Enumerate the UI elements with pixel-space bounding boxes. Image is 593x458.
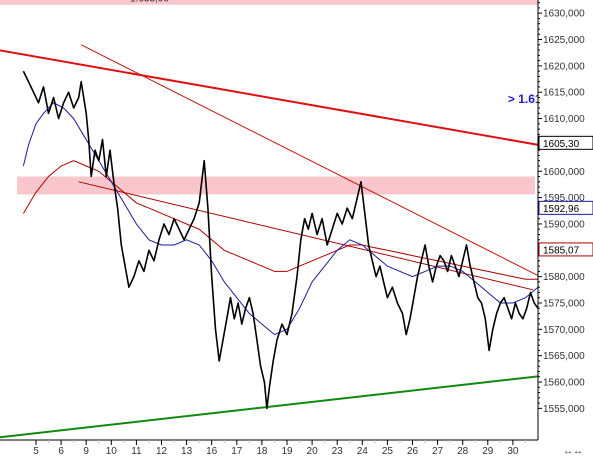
last-value-tag — [538, 135, 593, 150]
y-tick-label: 1630,000 — [543, 9, 585, 20]
y-tick-label: 1565,000 — [543, 351, 585, 362]
x-tick-label: 5 — [33, 446, 39, 457]
svg-text:↔↔: ↔↔ — [563, 446, 583, 457]
x-tick-label: 30 — [507, 446, 519, 457]
x-tick-label: 12 — [156, 446, 168, 457]
x-tick-label: 20 — [307, 446, 319, 457]
y-tick-label: 1570,000 — [543, 325, 585, 336]
x-tick-label: 29 — [482, 446, 494, 457]
last-value-label: 1585,07 — [543, 245, 580, 256]
x-tick-label: 17 — [231, 446, 243, 457]
last-value-label: 1605,30 — [543, 139, 580, 150]
y-tick-label: 1595,000 — [543, 193, 585, 204]
secondary-trendline — [80, 44, 551, 283]
price-line — [22, 70, 577, 410]
x-tick-label: 25 — [382, 446, 394, 457]
support-zone — [17, 176, 535, 195]
y-tick-label: 1620,000 — [543, 61, 585, 72]
x-tick-label: 9 — [83, 446, 89, 457]
y-tick-label: 1625,000 — [543, 35, 585, 46]
x-tick-label: 28 — [457, 446, 469, 457]
y-tick-label: 1560,000 — [543, 378, 585, 389]
x-tick-label: 27 — [432, 446, 444, 457]
x-tick-label: 16 — [206, 446, 218, 457]
x-tick-label: 6 — [58, 446, 64, 457]
y-axis-panel — [538, 0, 593, 458]
pivot-zone-label: 1.633,90 — [130, 0, 169, 5]
x-tick-label: 11 — [131, 446, 142, 457]
pivot-zone — [0, 0, 538, 5]
x-tick-label: 10 — [106, 446, 118, 457]
x-tick-label: 24 — [357, 446, 369, 457]
y-tick-label: 1600,000 — [543, 167, 585, 178]
slow-moving-average — [22, 160, 576, 280]
y-tick-label: 1610,000 — [543, 114, 585, 125]
last-value-label: 1592,96 — [543, 204, 580, 215]
y-tick-label: 1590,000 — [543, 219, 585, 230]
support-trendline — [0, 369, 593, 439]
x-tick-label: 19 — [281, 446, 293, 457]
y-tick-label: 1575,000 — [543, 298, 585, 309]
last-value-tag — [538, 200, 593, 215]
y-tick-label: 1615,000 — [543, 88, 585, 99]
last-value-tag — [538, 242, 593, 257]
scroll-arrows-icon[interactable]: ↔↔ — [563, 446, 583, 457]
x-tick-label: 23 — [332, 446, 344, 457]
x-tick-label: 13 — [181, 446, 193, 457]
y-tick-label: 1555,000 — [543, 404, 585, 415]
y-tick-label: 1580,000 — [543, 272, 585, 283]
x-tick-label: 18 — [256, 446, 268, 457]
x-tick-label: 26 — [407, 446, 419, 457]
